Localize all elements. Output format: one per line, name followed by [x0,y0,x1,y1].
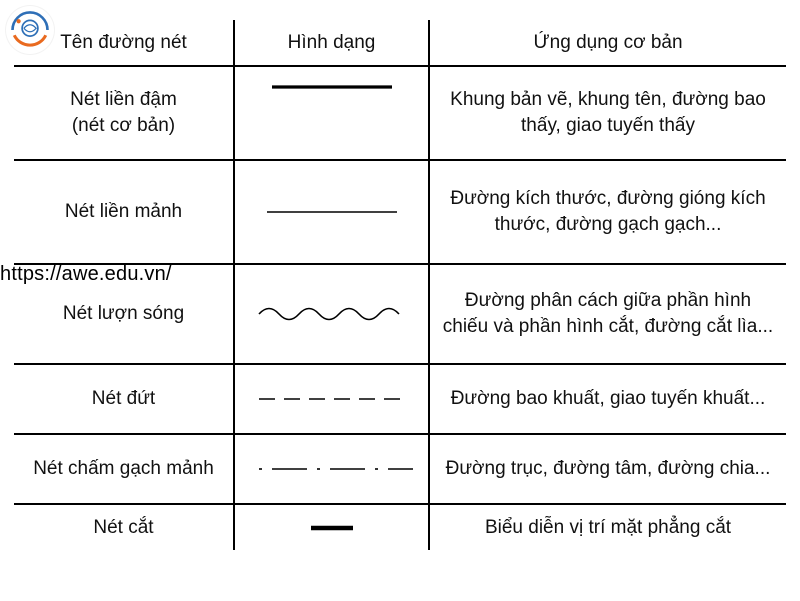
col-header-app: Ứng dụng cơ bản [429,20,786,66]
line-shape [234,264,429,364]
table-row: Nét đứt Đường bao khuất, giao tuyến khuấ… [14,364,786,434]
line-application: Khung bản vẽ, khung tên, đường bao thấy,… [429,66,786,160]
line-application: Đường phân cách giữa phần hình chiếu và … [429,264,786,364]
line-shape [234,160,429,264]
line-shape [234,434,429,504]
table-row: Nét liền đậm (nét cơ bản) Khung bản vẽ, … [14,66,786,160]
line-name: Nét cắt [14,504,234,550]
watermark-url: https://awe.edu.vn/ [0,263,172,286]
line-shape [234,66,429,160]
line-application: Đường bao khuất, giao tuyến khuất... [429,364,786,434]
line-name: Nét liền đậm (nét cơ bản) [14,66,234,160]
line-shape [234,504,429,550]
line-name: Nét đứt [14,364,234,434]
col-header-shape: Hình dạng [234,20,429,66]
line-application: Đường trục, đường tâm, đường chia... [429,434,786,504]
wavy-line-icon [247,299,417,329]
line-application: Đường kích thước, đường gióng kích thước… [429,160,786,264]
solid-thick-line-icon [257,79,407,103]
page: https://awe.edu.vn/ Tên đường nét Hình d… [0,0,800,601]
dash-dot-line-icon [245,459,418,479]
site-logo [6,6,54,54]
table-row: Nét liền mảnh Đường kích thước, đường gi… [14,160,786,264]
line-name: Nét chấm gạch mảnh [14,434,234,504]
cut-line-icon [292,520,372,536]
solid-thin-line-icon [252,202,412,222]
line-shape [234,364,429,434]
line-application: Biểu diễn vị trí mặt phẳng cắt [429,504,786,550]
table-header-row: Tên đường nét Hình dạng Ứng dụng cơ bản [14,20,786,66]
table-row: Nét chấm gạch mảnh Đường [14,434,786,504]
dashed-line-icon [247,389,417,409]
line-name: Nét liền mảnh [14,160,234,264]
table-row: Nét cắt Biểu diễn vị trí mặt phẳng cắt [14,504,786,550]
